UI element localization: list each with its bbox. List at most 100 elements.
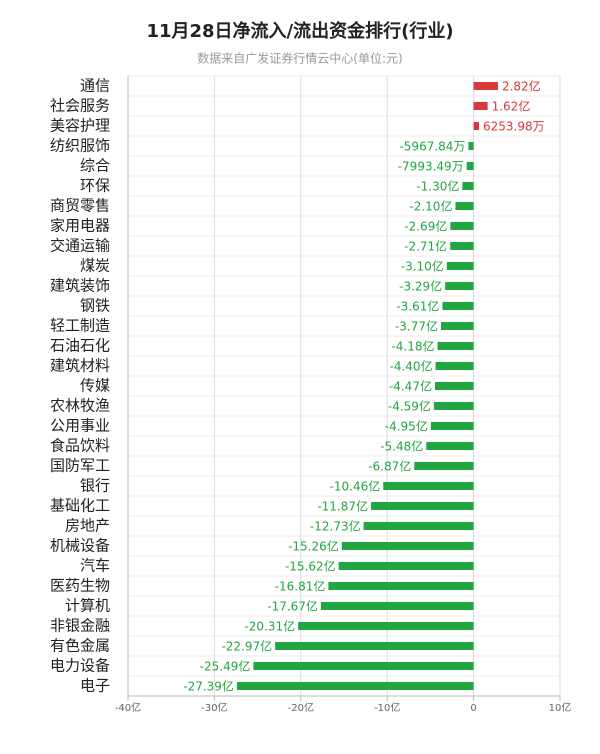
y-tick-label: 纺织服饰	[50, 137, 110, 155]
bar	[338, 562, 474, 570]
y-tick-label: 综合	[80, 157, 110, 175]
value-label: -2.69亿	[404, 219, 447, 234]
y-tick-label: 通信	[80, 77, 110, 95]
value-label: -20.31亿	[244, 619, 295, 634]
x-tick-label: -30亿	[201, 701, 227, 714]
value-label: -2.10亿	[409, 199, 452, 214]
y-tick-label: 计算机	[65, 597, 110, 615]
value-label: -5967.84万	[399, 140, 465, 154]
y-tick-label: 汽车	[80, 557, 110, 575]
value-label: -10.46亿	[330, 479, 381, 494]
chart-subtitle: 数据来自广发证券行情云中心(单位:元)	[197, 51, 402, 66]
bar	[442, 302, 474, 310]
value-label: 6253.98万	[483, 120, 545, 134]
bar	[473, 82, 498, 90]
value-label: -3.29亿	[399, 279, 442, 294]
value-label: -5.48亿	[380, 439, 423, 454]
bar	[468, 142, 474, 150]
y-tick-label: 轻工制造	[50, 317, 110, 335]
y-tick-label: 非银金融	[50, 617, 110, 635]
bar	[445, 282, 474, 290]
bar	[434, 382, 474, 390]
bar	[433, 402, 474, 410]
bar	[430, 422, 474, 430]
x-tick-label: 10亿	[549, 701, 572, 714]
y-tick-label: 商贸零售	[50, 197, 110, 215]
y-tick-label: 基础化工	[50, 497, 110, 515]
bar	[341, 542, 474, 550]
bar	[253, 662, 474, 670]
value-label: -25.49亿	[200, 659, 251, 674]
y-tick-label: 社会服务	[50, 97, 110, 115]
value-label: -15.26亿	[288, 539, 339, 554]
y-tick-label: 公用事业	[50, 417, 110, 435]
bar	[371, 502, 474, 510]
bar	[320, 602, 474, 610]
bar	[450, 222, 474, 230]
value-label: -4.47亿	[389, 379, 432, 394]
x-tick-label: -20亿	[288, 701, 314, 714]
bar	[437, 342, 474, 350]
x-tick-label: -10亿	[374, 701, 400, 714]
y-tick-label: 交通运输	[50, 237, 110, 255]
y-tick-label: 煤炭	[80, 257, 110, 275]
value-label: 2.82亿	[502, 79, 541, 94]
value-label: -7993.49万	[398, 160, 464, 174]
bar	[298, 622, 474, 630]
y-tick-label: 钢铁	[80, 297, 110, 315]
y-tick-label: 电子	[80, 677, 110, 695]
x-tick-label: 0	[470, 703, 476, 714]
bar	[450, 242, 474, 250]
bar	[462, 182, 474, 190]
y-tick-label: 银行	[80, 477, 110, 495]
value-label: -3.61亿	[396, 299, 439, 314]
value-label: -15.62亿	[285, 559, 336, 574]
value-label: -1.30亿	[416, 179, 459, 194]
y-tick-label: 国防军工	[50, 457, 110, 475]
value-label: -3.10亿	[401, 259, 444, 274]
bar	[473, 102, 488, 110]
bar	[275, 642, 474, 650]
bar	[414, 462, 474, 470]
y-tick-label: 建筑装饰	[50, 277, 110, 295]
value-label: -17.67亿	[267, 599, 318, 614]
bar	[328, 582, 474, 590]
y-tick-label: 建筑材料	[50, 357, 110, 375]
y-tick-label: 电力设备	[50, 657, 110, 675]
value-label: -4.40亿	[390, 359, 433, 374]
y-tick-label: 家用电器	[50, 217, 110, 235]
bar	[446, 262, 474, 270]
value-label: -3.77亿	[395, 319, 438, 334]
value-label: -6.87亿	[368, 459, 411, 474]
value-label: -12.73亿	[310, 519, 361, 534]
y-tick-label: 传媒	[80, 377, 110, 395]
value-label: -2.71亿	[404, 239, 447, 254]
bar	[473, 122, 480, 130]
y-tick-label: 食品饮料	[50, 437, 110, 455]
value-label: -16.81亿	[275, 579, 326, 594]
value-label: 1.62亿	[492, 99, 531, 114]
bar	[383, 482, 474, 490]
y-tick-label: 医药生物	[50, 577, 110, 595]
y-tick-label: 机械设备	[50, 537, 110, 555]
bar	[466, 162, 474, 170]
value-label: -4.18亿	[391, 339, 434, 354]
bar	[455, 202, 474, 210]
y-tick-label: 有色金属	[50, 637, 110, 655]
chart-title: 11月28日净流入/流出资金排行(行业)	[146, 20, 453, 42]
y-tick-label: 美容护理	[50, 117, 110, 135]
value-label: -11.87亿	[317, 499, 368, 514]
bar	[435, 362, 474, 370]
y-tick-label: 房地产	[65, 517, 110, 535]
y-tick-label: 石油石化	[50, 337, 110, 355]
value-label: -27.39亿	[183, 679, 234, 694]
bar	[236, 682, 474, 690]
bar	[426, 442, 474, 450]
x-tick-label: -40亿	[115, 701, 141, 714]
y-tick-label: 农林牧渔	[50, 397, 110, 415]
bar	[441, 322, 474, 330]
value-label: -4.59亿	[388, 399, 431, 414]
value-label: -22.97亿	[221, 639, 272, 654]
value-label: -4.95亿	[385, 419, 428, 434]
